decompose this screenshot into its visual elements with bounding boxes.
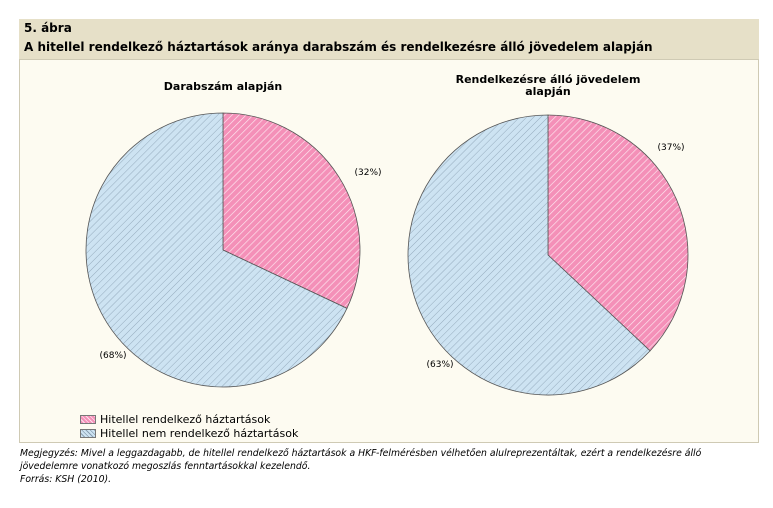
legend-item-without-credit: Hitellel nem rendelkező háztartások — [80, 426, 298, 440]
chart-1-label-with-credit: (32%) — [354, 168, 381, 178]
chart-2-title-line-2: alapján — [525, 85, 571, 98]
legend: Hitellel rendelkező háztartások Hitellel… — [80, 412, 298, 440]
figure-number: 5. ábra — [24, 21, 72, 35]
chart-1-title-line-1: Darabszám alapján — [164, 80, 282, 93]
legend-swatch-with-credit — [80, 414, 96, 424]
chart-2-label-with-credit: (37%) — [657, 143, 684, 153]
chart-1-slice-without-credit — [85, 112, 348, 388]
footnotes: Megjegyzés: Mivel a leggazdagabb, de hit… — [20, 447, 755, 486]
figure-header: 5. ábra A hitellel rendelkező háztartáso… — [19, 19, 759, 59]
chart-1-slice-with-credit — [222, 112, 361, 309]
legend-label-without-credit: Hitellel nem rendelkező háztartások — [100, 426, 299, 440]
chart-2-title-line-1: Rendelkezésre álló jövedelem — [456, 73, 641, 86]
note-line-2: jövedelemre vonatkozó megoszlás fenntart… — [20, 461, 311, 472]
legend-swatch-without-credit — [80, 428, 96, 438]
legend-label-with-credit: Hitellel rendelkező háztartások — [100, 412, 271, 426]
chart-1-label-without-credit: (68%) — [99, 351, 126, 361]
figure-title: A hitellel rendelkező háztartások aránya… — [24, 40, 653, 54]
chart-2-slice-without-credit — [407, 114, 651, 396]
chart-2-label-without-credit: (63%) — [426, 360, 453, 370]
legend-item-with-credit: Hitellel rendelkező háztartások — [80, 412, 298, 426]
source-note: Forrás: KSH (2010). — [20, 474, 112, 485]
note-line-1: Megjegyzés: Mivel a leggazdagabb, de hit… — [20, 448, 702, 459]
chart-2-slice-with-credit — [547, 114, 689, 352]
